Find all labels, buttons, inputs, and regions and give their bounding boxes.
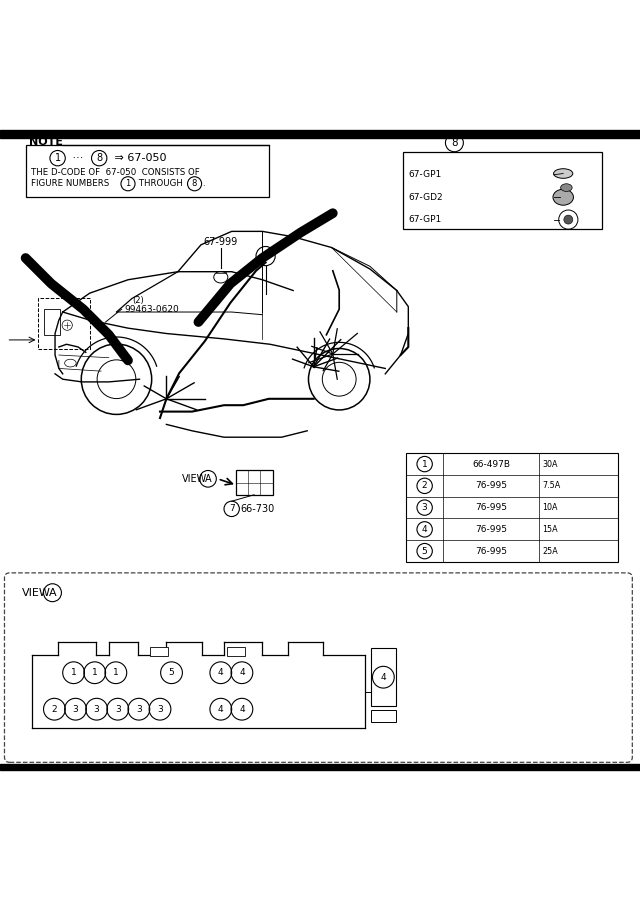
Text: 15A: 15A — [542, 525, 557, 534]
Text: 5: 5 — [422, 546, 428, 555]
Text: 3: 3 — [94, 705, 99, 714]
Text: 4: 4 — [239, 705, 244, 714]
Text: 66-730: 66-730 — [240, 504, 275, 514]
Text: 76-995: 76-995 — [475, 546, 507, 555]
Text: ⇒ 67-050: ⇒ 67-050 — [111, 153, 166, 163]
Ellipse shape — [561, 184, 572, 192]
Text: 8: 8 — [192, 179, 197, 188]
Bar — [371, 710, 396, 722]
Text: 4: 4 — [218, 668, 223, 677]
Bar — [371, 648, 396, 706]
Text: ···: ··· — [69, 153, 87, 163]
Text: 30A: 30A — [542, 460, 557, 469]
Text: 4: 4 — [218, 705, 223, 714]
Text: 67-GP1: 67-GP1 — [408, 170, 442, 179]
Text: 1: 1 — [125, 179, 131, 188]
Text: 4: 4 — [422, 525, 428, 534]
Text: 1: 1 — [71, 668, 76, 677]
Text: .: . — [202, 179, 205, 188]
Bar — [38, 298, 90, 349]
Text: 8: 8 — [96, 153, 102, 163]
Text: VIEW: VIEW — [182, 473, 207, 484]
Bar — [150, 647, 168, 656]
Text: 76-995: 76-995 — [475, 482, 507, 490]
Text: 76-995: 76-995 — [475, 503, 507, 512]
Text: 3: 3 — [73, 705, 78, 714]
Text: 4: 4 — [381, 672, 386, 681]
Bar — [236, 471, 273, 495]
FancyBboxPatch shape — [4, 573, 632, 762]
Text: VIEW: VIEW — [22, 588, 51, 598]
Text: 3: 3 — [136, 705, 141, 714]
Text: 2: 2 — [52, 705, 57, 714]
Bar — [406, 454, 618, 562]
Text: 99463-0620: 99463-0620 — [125, 305, 180, 314]
Text: THROUGH: THROUGH — [136, 179, 186, 188]
Text: 1: 1 — [113, 668, 118, 677]
Text: NOTE: NOTE — [29, 137, 63, 147]
Bar — [26, 145, 269, 197]
Text: 10A: 10A — [542, 503, 557, 512]
Text: 5: 5 — [169, 668, 174, 677]
Text: A: A — [205, 473, 211, 484]
Circle shape — [564, 215, 573, 224]
Text: 1: 1 — [54, 153, 61, 163]
Bar — [44, 310, 60, 335]
Text: 3: 3 — [157, 705, 163, 714]
Bar — [0, 763, 640, 770]
Text: 67-999: 67-999 — [204, 237, 238, 247]
Text: 76-995: 76-995 — [475, 525, 507, 534]
Text: 6: 6 — [262, 251, 269, 261]
Text: 66-497B: 66-497B — [472, 460, 510, 469]
Text: 2: 2 — [422, 482, 428, 490]
Text: 8: 8 — [451, 138, 458, 148]
Bar — [227, 647, 245, 656]
Text: FIGURE NUMBERS: FIGURE NUMBERS — [31, 179, 112, 188]
Text: 3: 3 — [422, 503, 428, 512]
Text: 67-GD2: 67-GD2 — [408, 193, 443, 202]
Text: 1: 1 — [422, 460, 428, 469]
Text: 1: 1 — [92, 668, 97, 677]
Ellipse shape — [553, 189, 573, 205]
Text: 4: 4 — [239, 668, 244, 677]
Ellipse shape — [554, 168, 573, 178]
Text: 7.5A: 7.5A — [542, 482, 561, 490]
Bar — [403, 152, 602, 230]
Text: 67-GP1: 67-GP1 — [408, 215, 442, 224]
Text: THE D-CODE OF  67-050  CONSISTS OF: THE D-CODE OF 67-050 CONSISTS OF — [31, 167, 200, 176]
Text: A: A — [49, 588, 56, 598]
Text: 7: 7 — [229, 504, 234, 513]
Bar — [0, 130, 640, 138]
Text: 25A: 25A — [542, 546, 558, 555]
Text: 3: 3 — [115, 705, 120, 714]
Text: (2): (2) — [132, 296, 144, 305]
